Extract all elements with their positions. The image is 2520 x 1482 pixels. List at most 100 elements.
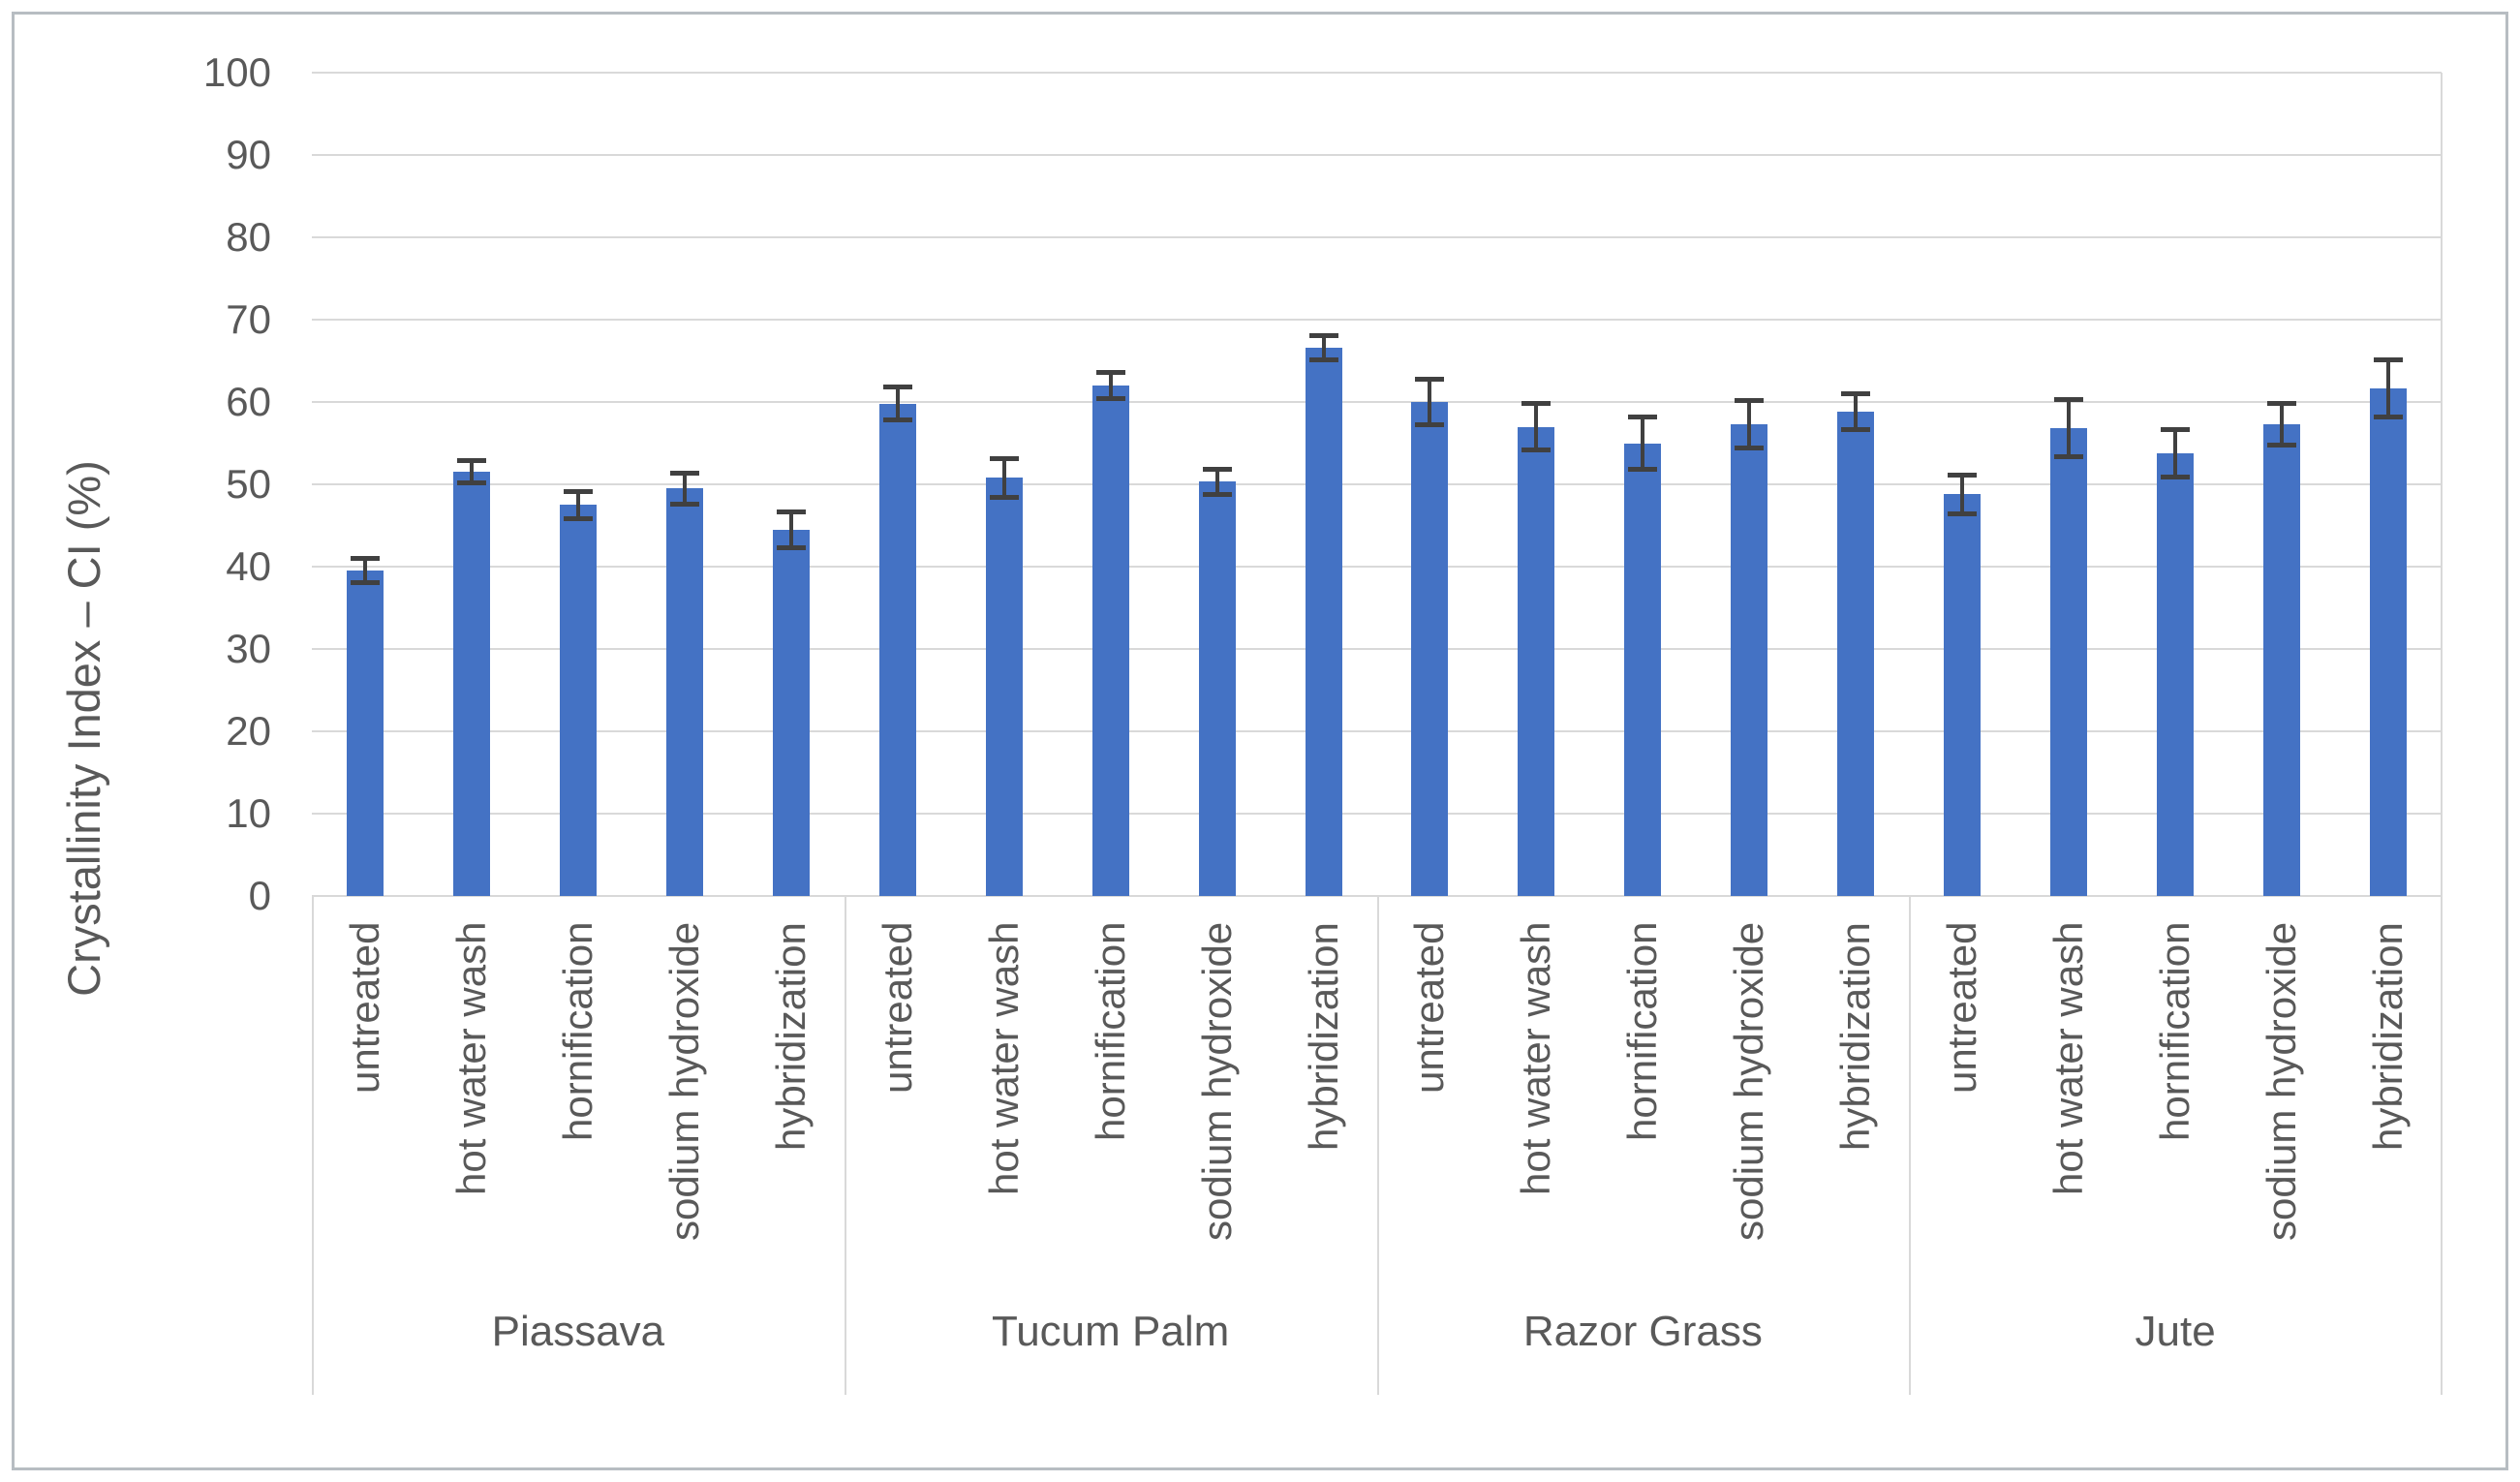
error-bar-cap-bottom [776,544,806,550]
error-bar-cap-bottom [2161,474,2191,479]
error-bar [2067,401,2072,456]
y-tick-label: 90 [226,132,271,177]
gridline [312,154,2442,156]
error-bar [2173,430,2178,476]
error-bar [1108,374,1113,397]
group-separator [1376,896,1379,1395]
group-label: Tucum Palm [991,1308,1230,1355]
error-bar-cap-bottom [563,516,593,521]
y-axis-title: Crystallinity Index – CI (%) [58,460,109,997]
error-bar-cap-top [776,509,806,514]
y-tick-label: 100 [202,49,271,95]
category-label: sodium hydroxide [1726,922,1772,1242]
error-bar-cap-top [1415,376,1445,382]
error-bar-cap-top [1521,401,1552,407]
error-bar-cap-bottom [2054,454,2084,460]
error-bar-cap-bottom [1095,395,1125,401]
category-label: hot water wash [1513,922,1559,1196]
bar [1091,386,1129,896]
error-bar-cap-top [1628,415,1658,419]
category-label: hornification [1087,922,1133,1142]
gridline [312,401,2442,403]
error-bar-cap-top [1202,467,1232,473]
gridline [312,730,2442,732]
error-bar-cap-bottom [1735,445,1765,450]
error-bar [2280,404,2285,445]
bar [2157,452,2195,896]
y-tick-label: 30 [226,626,271,671]
y-tick-label: 70 [226,296,271,342]
bar [772,529,810,896]
error-bar-cap-bottom [1948,510,1978,516]
category-label: sodium hydroxide [1193,922,1240,1242]
error-bar-cap-top [2161,426,2191,432]
category-label: untreated [874,922,920,1095]
error-bar-cap-bottom [1308,356,1338,362]
error-bar [2386,361,2391,417]
error-bar [895,388,900,418]
error-bar-cap-top [989,455,1019,461]
bar [559,505,597,896]
bar [2050,428,2088,896]
bar [1305,347,1342,896]
gridline [312,813,2442,815]
error-bar-cap-top [882,385,912,390]
category-label: untreated [1406,922,1453,1095]
gridline [312,566,2442,568]
gridline [312,236,2442,238]
error-bar-cap-top [1948,472,1978,478]
error-bar-cap-bottom [882,417,912,422]
y-tick-label: 0 [248,873,271,918]
error-bar-cap-bottom [2267,443,2297,448]
bar [1731,423,1768,896]
category-label: hornification [554,922,600,1142]
y-tick-label: 20 [226,708,271,754]
group-label: Piassava [491,1308,665,1355]
category-label: sodium hydroxide [2259,922,2305,1242]
bar [665,488,703,896]
error-bar-cap-top [350,556,380,562]
gridline [312,319,2442,321]
error-bar-cap-bottom [1628,467,1658,472]
error-bar [682,474,687,503]
error-bar-cap-bottom [2374,415,2404,420]
y-tick-label: 10 [226,790,271,836]
error-bar-cap-bottom [1521,447,1552,452]
bar [878,403,916,896]
error-bar [1001,459,1006,496]
category-label: hybridization [2365,922,2412,1151]
bar [452,472,490,896]
error-bar-cap-top [1095,370,1125,376]
error-bar [575,492,580,517]
bar [985,478,1023,896]
bar [1837,412,1875,896]
error-bar-cap-bottom [456,480,486,486]
category-label: hot water wash [980,922,1027,1196]
group-label: Razor Grass [1522,1308,1763,1355]
bar [346,571,384,896]
category-label: hybridization [1300,922,1346,1151]
y-tick-label: 80 [226,214,271,260]
error-bar-cap-top [1308,332,1338,338]
error-bar-cap-bottom [350,580,380,586]
bar [1411,402,1449,896]
error-bar-cap-top [1841,391,1871,397]
bar [1518,426,1555,896]
error-bar [788,512,793,546]
error-bar-cap-top [563,488,593,494]
error-bar-cap-top [2054,397,2084,403]
error-bar-cap-top [1735,398,1765,403]
bar [1624,443,1662,896]
category-label: untreated [341,922,387,1095]
error-bar-cap-bottom [1202,491,1232,497]
gridline [312,648,2442,650]
error-bar-cap-bottom [1415,422,1445,428]
category-label: hornification [1619,922,1666,1142]
error-bar [362,560,367,582]
error-bar-cap-top [456,458,486,464]
gridline [312,72,2442,74]
error-bar [1641,418,1645,468]
error-bar-cap-bottom [669,501,699,507]
group-separator [1909,896,1912,1395]
